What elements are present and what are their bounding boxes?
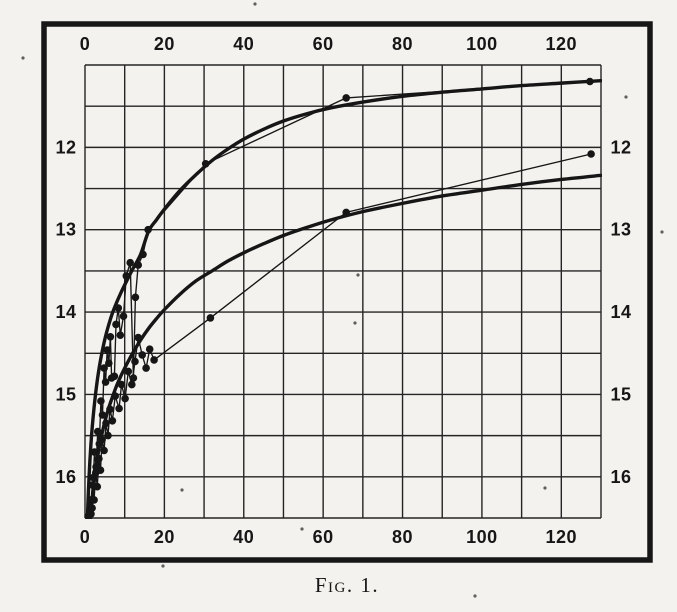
y-tick-label-right-15: 15 xyxy=(610,384,631,404)
data-point xyxy=(131,293,140,302)
data-point xyxy=(96,466,105,475)
data-point xyxy=(112,320,120,329)
data-point xyxy=(128,380,136,389)
x-tick-label-bottom-80: 80 xyxy=(392,527,413,547)
x-tick-label-bottom-120: 120 xyxy=(546,527,578,547)
y-tick-label-right-12: 12 xyxy=(610,137,631,157)
data-point xyxy=(93,482,102,491)
data-point xyxy=(104,431,112,440)
data-point xyxy=(201,160,210,168)
y-tick-label-right-13: 13 xyxy=(610,220,631,240)
x-tick-label-top-60: 60 xyxy=(313,34,334,54)
data-point xyxy=(106,405,114,414)
data-point xyxy=(115,404,123,413)
x-tick-label-top-40: 40 xyxy=(233,34,254,54)
x-tick-label-bottom-60: 60 xyxy=(313,527,334,547)
data-point xyxy=(122,272,131,280)
x-tick-label-top-120: 120 xyxy=(546,34,578,54)
data-point xyxy=(206,314,215,322)
data-point xyxy=(101,378,110,386)
grid xyxy=(84,64,602,519)
data-point xyxy=(121,394,129,403)
data-point xyxy=(87,510,95,518)
figure-frame xyxy=(41,21,653,563)
scan-speck xyxy=(161,564,165,568)
scan-speck xyxy=(473,594,477,598)
y-tick-label-left-15: 15 xyxy=(55,384,76,404)
data-point xyxy=(110,372,119,381)
y-tick-label-right-16: 16 xyxy=(610,467,631,487)
data-point xyxy=(144,225,152,234)
data-point xyxy=(116,331,125,340)
y-tick-label-left-13: 13 xyxy=(55,220,76,240)
data-point xyxy=(342,208,351,217)
x-tick-label-bottom-20: 20 xyxy=(154,527,175,547)
upper-light-curve-observations-points xyxy=(84,77,594,519)
lower-mean-curve xyxy=(88,173,602,519)
plot-content xyxy=(84,77,602,519)
figure-caption: Fig. 1. xyxy=(314,573,380,597)
data-point xyxy=(134,333,142,342)
data-point xyxy=(93,427,102,436)
data-point xyxy=(150,356,158,364)
scan-speck xyxy=(624,95,628,99)
data-point xyxy=(108,417,117,425)
data-point xyxy=(103,346,111,354)
data-point xyxy=(117,380,126,389)
data-point xyxy=(131,357,139,366)
data-point xyxy=(126,258,134,267)
x-tick-label-bottom-0: 0 xyxy=(80,527,91,547)
data-point xyxy=(586,77,594,86)
x-tick-label-top-20: 20 xyxy=(154,34,175,54)
data-point xyxy=(88,504,96,512)
data-point xyxy=(98,436,106,444)
data-point xyxy=(97,397,105,405)
data-point xyxy=(111,392,119,400)
data-point xyxy=(134,261,142,269)
data-point xyxy=(100,446,108,455)
scan-speck xyxy=(356,273,360,277)
data-point xyxy=(105,359,113,368)
scan-speck xyxy=(353,321,357,325)
data-point xyxy=(142,364,150,372)
data-point xyxy=(587,150,595,158)
data-point xyxy=(95,454,103,463)
data-point xyxy=(145,345,154,354)
lower-light-curve-observations-points xyxy=(87,150,595,518)
x-tick-label-top-80: 80 xyxy=(392,34,413,54)
x-tick-label-top-0: 0 xyxy=(80,34,91,54)
scan-speck xyxy=(543,486,547,490)
data-point xyxy=(114,304,123,312)
y-tick-label-right-14: 14 xyxy=(610,302,631,322)
y-tick-label-left-14: 14 xyxy=(55,302,76,322)
scan-speck xyxy=(660,230,664,234)
data-point xyxy=(342,94,351,102)
scan-speck xyxy=(180,488,184,492)
data-point xyxy=(138,351,146,359)
scan-specks xyxy=(21,2,664,598)
x-tick-label-bottom-40: 40 xyxy=(233,527,254,547)
x-tick-label-top-100: 100 xyxy=(466,34,498,54)
y-tick-label-left-16: 16 xyxy=(55,467,76,487)
data-point xyxy=(102,419,110,428)
scan-speck xyxy=(253,2,257,6)
upper-mean-curve xyxy=(85,78,602,519)
data-point xyxy=(129,374,138,382)
scan-speck xyxy=(300,527,304,531)
data-point xyxy=(90,496,98,504)
x-tick-label-bottom-100: 100 xyxy=(466,527,498,547)
y-tick-label-left-12: 12 xyxy=(55,137,76,157)
scan-speck xyxy=(21,56,25,60)
data-point xyxy=(100,364,108,372)
data-point xyxy=(90,448,99,456)
data-point xyxy=(139,250,147,259)
data-point xyxy=(106,333,115,341)
data-point xyxy=(119,312,128,321)
data-point xyxy=(98,411,107,419)
data-point xyxy=(124,367,133,376)
